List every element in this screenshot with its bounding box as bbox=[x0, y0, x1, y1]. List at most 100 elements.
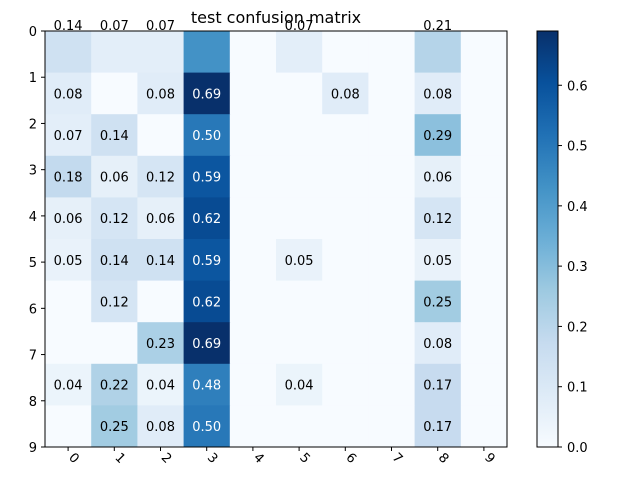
colorbar-tick-label-0: 0.0 bbox=[567, 441, 588, 456]
heatmap-cell-r2-c7 bbox=[368, 114, 416, 157]
cell-label-r4-c1: 0.12 bbox=[100, 212, 129, 227]
cell-label-r8-c8: 0.17 bbox=[423, 379, 452, 394]
y-axis: 0 1 2 3 4 5 6 7 8 9 bbox=[29, 25, 45, 456]
cell-label-r3-c3: 0.59 bbox=[192, 171, 221, 186]
heatmap-cell-r7-c5 bbox=[276, 322, 323, 365]
heatmap-cell-r7-c8 bbox=[414, 322, 462, 365]
cell-label-r1-c3: 0.69 bbox=[192, 87, 221, 102]
heatmap-cell-r6-c2 bbox=[137, 280, 185, 323]
cell-label-r8-c2: 0.04 bbox=[146, 379, 175, 394]
heatmap-cell-r5-c1 bbox=[91, 239, 138, 282]
cell-label-r5-c2: 0.14 bbox=[146, 254, 175, 269]
heatmap-cell-r4-c5 bbox=[276, 197, 323, 240]
heatmap-cell-r0-c0 bbox=[45, 31, 92, 74]
heatmap-cell-r5-c6 bbox=[322, 239, 369, 282]
heatmap-cell-r1-c6 bbox=[322, 72, 369, 115]
y-tick-label-9: 9 bbox=[29, 441, 37, 456]
cell-label-r1-c8: 0.08 bbox=[423, 87, 452, 102]
cell-label-r5-c5: 0.05 bbox=[285, 254, 314, 269]
heatmap-cell-r5-c4 bbox=[229, 239, 277, 282]
heatmap-cell-r2-c9 bbox=[460, 114, 507, 157]
heatmap-cell-r0-c7 bbox=[368, 31, 416, 74]
cell-label-r5-c3: 0.59 bbox=[192, 254, 221, 269]
heatmap-cell-r8-c7 bbox=[368, 363, 416, 406]
cell-label-r6-c8: 0.25 bbox=[423, 295, 452, 310]
heatmap-cell-r2-c0 bbox=[45, 114, 92, 157]
heatmap-cell-r0-c5 bbox=[276, 31, 323, 74]
heatmap-cell-r3-c1 bbox=[91, 155, 138, 198]
heatmap-cell-r8-c6 bbox=[322, 363, 369, 406]
heatmap-cell-r4-c0 bbox=[45, 197, 92, 240]
heatmap-cell-r7-c4 bbox=[229, 322, 277, 365]
cell-label-r9-c1: 0.25 bbox=[100, 420, 129, 435]
heatmap-cell-r4-c2 bbox=[137, 197, 185, 240]
heatmap-cell-r3-c3 bbox=[183, 155, 231, 198]
cell-label-r7-c2: 0.23 bbox=[146, 337, 175, 352]
x-tick-label-7: 7 bbox=[389, 450, 405, 466]
heatmap-cell-r9-c7 bbox=[368, 405, 416, 447]
heatmap-cell-r7-c0 bbox=[45, 322, 92, 365]
x-tick-label-1: 1 bbox=[112, 450, 128, 466]
heatmap-cell-r8-c9 bbox=[460, 363, 507, 406]
cell-label-r2-c3: 0.50 bbox=[192, 129, 221, 144]
heatmap-cell-r7-c1 bbox=[91, 322, 138, 365]
colorbar-tick-label-4: 0.4 bbox=[567, 200, 588, 215]
heatmap-cell-r0-c1 bbox=[91, 31, 138, 74]
cell-label-r2-c0: 0.07 bbox=[54, 129, 83, 144]
cell-label-r0-c5: 0.07 bbox=[285, 19, 314, 34]
heatmap-cell-r9-c2 bbox=[137, 405, 185, 447]
cell-label-r2-c8: 0.29 bbox=[423, 129, 452, 144]
y-tick-label-1: 1 bbox=[29, 71, 37, 86]
heatmap-cell-r1-c8 bbox=[414, 72, 462, 115]
heatmap-cell-r3-c2 bbox=[137, 155, 185, 198]
cell-label-r1-c0: 0.08 bbox=[54, 87, 83, 102]
heatmap-cell-r8-c8 bbox=[414, 363, 462, 406]
heatmap-cell-r2-c3 bbox=[183, 114, 231, 157]
heatmap-cell-r1-c5 bbox=[276, 72, 323, 115]
cell-label-r4-c0: 0.06 bbox=[54, 212, 83, 227]
cell-label-r1-c2: 0.08 bbox=[146, 87, 175, 102]
x-tick-label-3: 3 bbox=[204, 450, 220, 466]
cell-label-r9-c8: 0.17 bbox=[423, 420, 452, 435]
heatmap-cell-r3-c6 bbox=[322, 155, 369, 198]
heatmap-cell-r3-c9 bbox=[460, 155, 507, 198]
y-tick-label-5: 5 bbox=[29, 256, 37, 271]
heatmap-cell-r8-c5 bbox=[276, 363, 323, 406]
heatmap-cell-r9-c1 bbox=[91, 405, 138, 447]
heatmap-cell-r5-c8 bbox=[414, 239, 462, 282]
heatmap-cell-r9-c5 bbox=[276, 405, 323, 447]
heatmap-cell-r2-c1 bbox=[91, 114, 138, 157]
x-tick-label-2: 2 bbox=[158, 450, 174, 466]
x-tick-label-8: 8 bbox=[435, 450, 451, 466]
heatmap-cell-r1-c2 bbox=[137, 72, 185, 115]
heatmap-cell-r5-c9 bbox=[460, 239, 507, 282]
heatmap-cell-r1-c7 bbox=[368, 72, 416, 115]
heatmap-cell-r9-c3 bbox=[183, 405, 231, 447]
cell-label-r0-c2: 0.07 bbox=[146, 19, 175, 34]
cell-label-r3-c2: 0.12 bbox=[146, 171, 175, 186]
heatmap-cell-r5-c2 bbox=[137, 239, 185, 282]
cell-label-r0-c1: 0.07 bbox=[100, 19, 129, 34]
heatmap-cell-r6-c7 bbox=[368, 280, 416, 323]
y-tick-label-3: 3 bbox=[29, 164, 37, 179]
x-tick-label-9: 9 bbox=[481, 450, 497, 466]
heatmap-cell-labels: 0.14 0.07 0.07 0.07 0.21 0.08 0.08 0.69 0.08 0.08… bbox=[54, 19, 453, 435]
colorbar-tick-label-6: 0.6 bbox=[567, 79, 588, 94]
heatmap-cell-r4-c6 bbox=[322, 197, 369, 240]
cell-label-r8-c3: 0.48 bbox=[192, 379, 221, 394]
heatmap-cell-r2-c6 bbox=[322, 114, 369, 157]
heatmap-cell-r8-c4 bbox=[229, 363, 277, 406]
heatmap-cell-r6-c6 bbox=[322, 280, 369, 323]
x-tick-label-0: 0 bbox=[65, 450, 81, 466]
cell-label-r7-c3: 0.69 bbox=[192, 337, 221, 352]
heatmap-cell-r4-c9 bbox=[460, 197, 507, 240]
heatmap-cell-r3-c7 bbox=[368, 155, 416, 198]
cell-label-r0-c0: 0.14 bbox=[54, 19, 83, 34]
cell-label-r3-c0: 0.18 bbox=[54, 171, 83, 186]
colorbar-tick-label-3: 0.3 bbox=[567, 260, 588, 275]
cell-label-r8-c1: 0.22 bbox=[100, 379, 129, 394]
heatmap-cell-r9-c9 bbox=[460, 405, 507, 447]
heatmap-cell-r5-c7 bbox=[368, 239, 416, 282]
heatmap-cell-r8-c3 bbox=[183, 363, 231, 406]
plot-frame bbox=[44, 30, 508, 448]
